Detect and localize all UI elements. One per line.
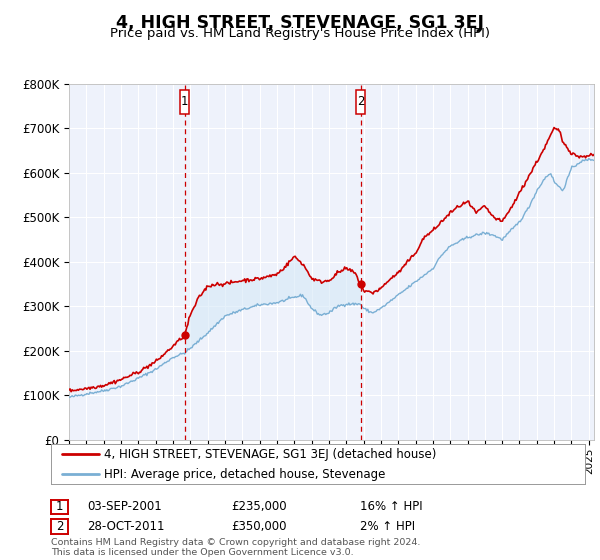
Text: Contains HM Land Registry data © Crown copyright and database right 2024.
This d: Contains HM Land Registry data © Crown c… xyxy=(51,538,421,557)
Text: 1: 1 xyxy=(181,95,188,108)
Text: 28-OCT-2011: 28-OCT-2011 xyxy=(87,520,164,533)
Text: 2: 2 xyxy=(56,520,63,533)
Text: 4, HIGH STREET, STEVENAGE, SG1 3EJ: 4, HIGH STREET, STEVENAGE, SG1 3EJ xyxy=(116,14,484,32)
Text: 2: 2 xyxy=(357,95,364,108)
Text: 1: 1 xyxy=(56,500,63,514)
FancyBboxPatch shape xyxy=(356,90,365,114)
Text: £235,000: £235,000 xyxy=(231,500,287,514)
Text: Price paid vs. HM Land Registry's House Price Index (HPI): Price paid vs. HM Land Registry's House … xyxy=(110,27,490,40)
Text: 16% ↑ HPI: 16% ↑ HPI xyxy=(360,500,422,514)
Text: £350,000: £350,000 xyxy=(231,520,287,533)
FancyBboxPatch shape xyxy=(180,90,190,114)
Text: 2% ↑ HPI: 2% ↑ HPI xyxy=(360,520,415,533)
Text: 03-SEP-2001: 03-SEP-2001 xyxy=(87,500,162,514)
Text: HPI: Average price, detached house, Stevenage: HPI: Average price, detached house, Stev… xyxy=(104,468,386,481)
Text: 4, HIGH STREET, STEVENAGE, SG1 3EJ (detached house): 4, HIGH STREET, STEVENAGE, SG1 3EJ (deta… xyxy=(104,447,437,461)
